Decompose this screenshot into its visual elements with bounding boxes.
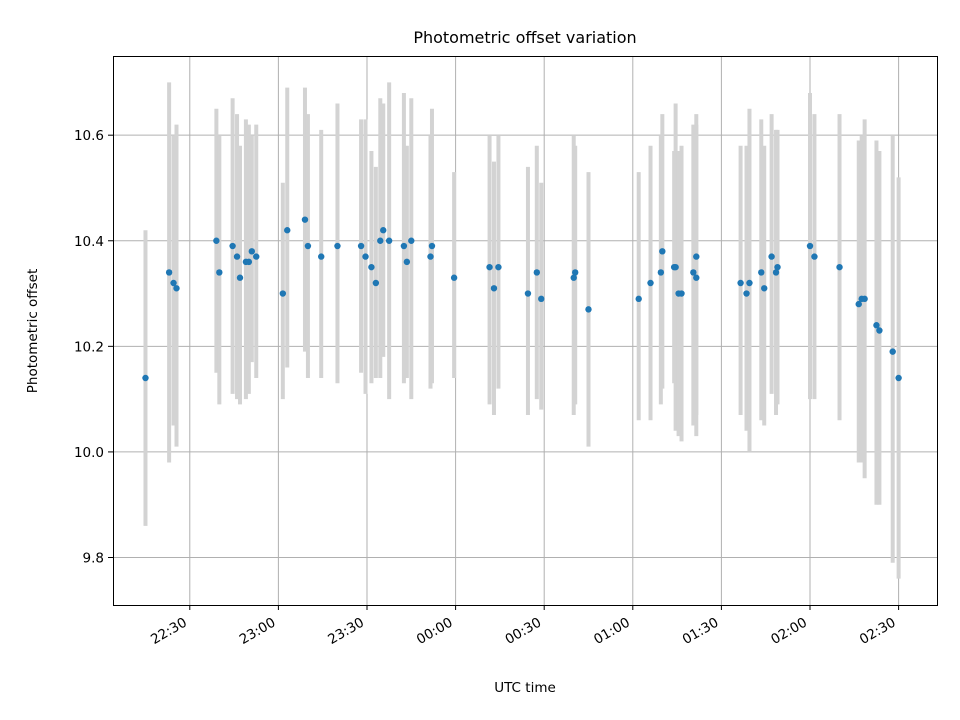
data-point [746,279,753,287]
y-tick-label: 10.0 [74,445,104,461]
plot-frame [113,56,938,606]
data-point [772,269,780,276]
data-point [229,242,236,250]
data-point [836,263,843,271]
chart-title: Photometric offset variation [413,28,636,47]
data-point [585,306,592,313]
y-tick-label: 9.8 [83,550,104,566]
x-axis-label: UTC time [494,680,556,696]
data-point [672,263,679,271]
data-point [236,274,244,281]
data-point [774,263,781,271]
data-point [233,253,241,260]
data-point [761,285,768,292]
data-point [408,237,415,244]
data-point [538,295,545,303]
data-point [570,274,577,281]
data-point [450,274,458,281]
data-point [385,237,393,244]
y-tick-label: 10.2 [74,339,104,355]
data-point [768,253,775,260]
y-axis-ticks: 9.8 10.0 10.2 10.4 10.6 [74,128,113,566]
data-point [490,285,498,292]
data-point [216,269,223,276]
data-point [318,253,325,260]
data-point [495,263,502,271]
data-point [533,269,541,276]
data-point [657,269,665,276]
data-point [737,279,744,287]
data-point [248,248,256,255]
data-point [400,242,408,250]
data-point [855,300,862,308]
data-points [142,216,902,382]
data-point [743,290,750,297]
data-point [334,242,341,250]
data-point [173,285,180,292]
data-point [427,253,434,260]
data-point [876,327,883,334]
data-point [873,322,880,329]
data-point [889,348,896,355]
data-point [165,269,173,276]
data-point [357,242,365,250]
data-point [372,279,380,287]
data-point [428,242,436,250]
data-point [304,242,312,250]
data-point [279,290,287,297]
data-point [524,290,532,297]
data-point [403,258,411,266]
data-point [758,269,765,276]
data-point [486,263,493,271]
data-point [253,253,260,260]
data-point [861,295,868,303]
data-point [659,248,666,255]
data-point [647,279,654,287]
data-point [245,258,253,266]
data-point [362,253,369,260]
data-point [693,253,700,260]
data-point [301,216,309,223]
data-point [678,290,685,297]
data-point [895,374,902,382]
y-tick-label: 10.6 [74,128,104,144]
data-point [806,242,814,250]
data-point [693,274,700,281]
data-point [811,253,818,260]
data-point [635,295,642,303]
data-point [380,227,387,234]
data-point [690,269,697,276]
data-point [377,237,384,244]
data-point [170,279,177,287]
data-point [213,237,220,244]
data-point [572,269,579,276]
data-point [368,263,375,271]
data-point [284,227,291,234]
data-point [142,374,149,382]
y-tick-label: 10.4 [74,234,104,250]
y-axis-label: Photometric offset [25,269,41,393]
